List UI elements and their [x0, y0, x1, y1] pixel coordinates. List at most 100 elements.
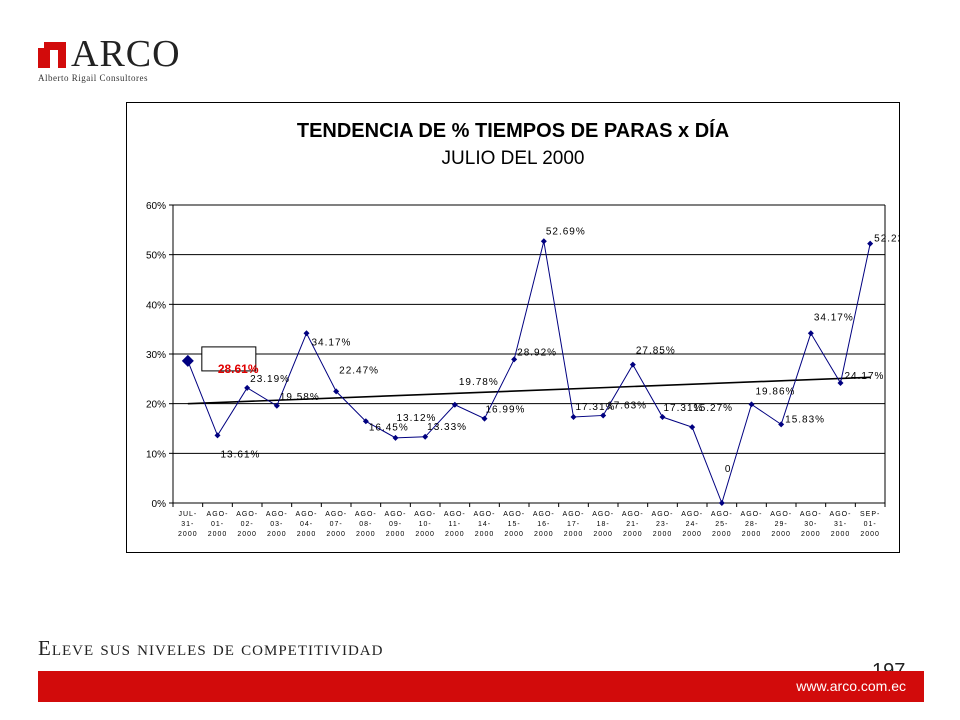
series-layer: [181, 238, 874, 506]
x-tick-label: 07-: [330, 521, 343, 528]
y-tick-label: 30%: [146, 350, 166, 361]
x-tick-label: 2000: [415, 531, 435, 538]
chart-frame: TENDENCIA DE % TIEMPOS DE PARAS x DÍA JU…: [126, 102, 900, 553]
data-label: 15.83%: [785, 414, 825, 425]
x-tick-label: 2000: [504, 531, 524, 538]
data-point: [422, 433, 429, 440]
x-tick-label: 2000: [297, 531, 317, 538]
x-tick-label: 01-: [864, 521, 877, 528]
x-tick-label: 2000: [653, 531, 673, 538]
y-tick-label: 10%: [146, 449, 166, 460]
data-label: 34.17%: [312, 337, 352, 348]
chart-title: TENDENCIA DE % TIEMPOS DE PARAS x DÍA: [297, 119, 729, 142]
footer-slogan: Eleve sus niveles de competitividad: [38, 636, 384, 660]
x-tick-label: 03-: [270, 521, 283, 528]
x-tick-label: AGO-: [385, 511, 407, 518]
x-tick-label: 2000: [445, 531, 465, 538]
x-tick-label: 2000: [208, 531, 228, 538]
x-tick-label: 04-: [300, 521, 313, 528]
x-tick-label: 2000: [771, 531, 791, 538]
x-tick-label: 29-: [775, 521, 788, 528]
x-tick-label: 10-: [419, 521, 432, 528]
x-tick-label: 25-: [715, 521, 728, 528]
data-label: 52.69%: [546, 226, 586, 237]
data-point: [362, 418, 369, 425]
grid-layer: [173, 204, 885, 504]
x-tick-label: 02-: [241, 521, 254, 528]
data-point: [451, 401, 458, 408]
chart-svg: TENDENCIA DE % TIEMPOS DE PARAS x DÍA JU…: [146, 119, 899, 538]
data-label: 52.22%: [874, 234, 899, 245]
x-tick-label: 01-: [211, 521, 224, 528]
x-tick-label: 24-: [686, 521, 699, 528]
x-tick-label: AGO-: [622, 511, 644, 518]
axis-layer: 0% 10% 20% 30% 40% 50% 60% JUL- 31- 2000 AGO- 01- 20…: [146, 201, 886, 538]
data-point: [600, 412, 607, 419]
x-tick-label: AGO-: [563, 511, 585, 518]
x-tick-label: 2000: [682, 531, 702, 538]
data-point: [181, 354, 194, 367]
x-tick-label: 2000: [237, 531, 257, 538]
x-tick-label: 2000: [801, 531, 821, 538]
x-tick-label: 08-: [359, 521, 372, 528]
data-label: 27.85%: [636, 346, 676, 357]
y-tick-label: 0%: [152, 499, 167, 510]
data-label: 0: [725, 464, 732, 475]
x-tick-label: AGO-: [741, 511, 763, 518]
data-label: 17.63%: [607, 400, 647, 411]
data-point: [748, 401, 755, 408]
data-point: [392, 434, 399, 441]
x-tick-label: 2000: [742, 531, 762, 538]
x-tick-label: JUL-: [178, 511, 197, 518]
y-tick-label: 60%: [146, 201, 166, 212]
label-layer: 28.61% 13.61% 23.19% 19.58% 34.17% 22.47% 16.4…: [201, 226, 899, 475]
footer-bar: www.arco.com.ec: [38, 671, 924, 702]
data-label: 13.61%: [221, 449, 261, 460]
x-tick-label: AGO-: [236, 511, 258, 518]
x-tick-label: AGO-: [533, 511, 555, 518]
data-point: [718, 500, 725, 506]
data-label: 23.19%: [250, 374, 290, 385]
data-point: [214, 432, 221, 439]
arco-logo: ARCO Alberto Rigail Consultores: [36, 34, 180, 83]
data-point: [659, 414, 666, 421]
x-tick-label: 15-: [508, 521, 521, 528]
trendline: [187, 376, 871, 405]
y-tick-label: 50%: [146, 251, 166, 262]
x-tick-label: AGO-: [770, 511, 792, 518]
chart-subtitle: JULIO DEL 2000: [442, 148, 585, 169]
x-tick-label: 09-: [389, 521, 402, 528]
logo-brand: ARCO: [71, 33, 181, 75]
trend-layer: [187, 376, 871, 405]
data-point: [244, 384, 251, 391]
x-tick-label: 23-: [656, 521, 669, 528]
x-tick-label: AGO-: [652, 511, 674, 518]
data-point: [570, 414, 577, 421]
data-label: 19.78%: [459, 377, 499, 388]
x-tick-label: 17-: [567, 521, 580, 528]
website-link[interactable]: www.arco.com.ec: [796, 678, 906, 694]
chart-title-group: TENDENCIA DE % TIEMPOS DE PARAS x DÍA JU…: [297, 119, 729, 169]
data-label: 24.17%: [845, 371, 885, 382]
x-tick-label: AGO-: [830, 511, 852, 518]
x-tick-label: 2000: [860, 531, 880, 538]
data-label: 28.61%: [218, 362, 259, 376]
x-tick-label: AGO-: [325, 511, 347, 518]
data-point: [629, 361, 636, 368]
x-tick-label: SEP-: [860, 511, 880, 518]
data-point: [273, 402, 280, 409]
x-tick-label: 2000: [326, 531, 346, 538]
x-tick-label: 14-: [478, 521, 491, 528]
data-label: 19.58%: [280, 392, 320, 403]
data-label: 34.17%: [814, 312, 854, 323]
data-point: [540, 238, 547, 245]
x-tick-label: 31-: [181, 521, 194, 528]
data-point: [867, 240, 874, 247]
x-tick-label: 31-: [834, 521, 847, 528]
data-point: [778, 421, 785, 428]
data-label: 13.33%: [427, 422, 467, 433]
data-point: [689, 424, 696, 431]
x-tick-label: AGO-: [592, 511, 614, 518]
x-tick-label: 2000: [712, 531, 732, 538]
data-label: 15.27%: [693, 403, 733, 414]
